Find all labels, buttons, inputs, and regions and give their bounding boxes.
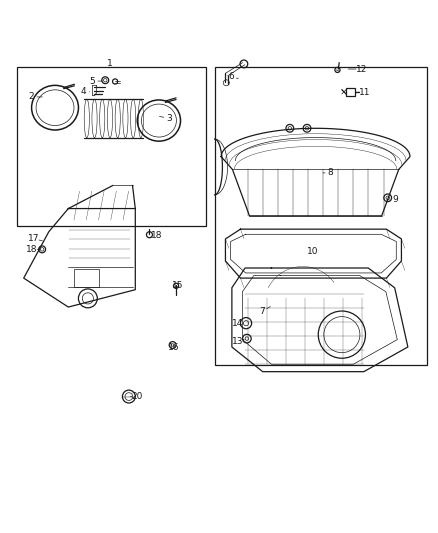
- Text: 4: 4: [81, 87, 87, 96]
- Text: 12: 12: [356, 64, 367, 74]
- Text: 3: 3: [166, 114, 172, 123]
- Text: 10: 10: [307, 247, 318, 256]
- Text: 11: 11: [359, 88, 371, 96]
- Text: 5: 5: [89, 77, 95, 86]
- Text: 9: 9: [392, 196, 398, 205]
- Text: 15: 15: [172, 281, 183, 290]
- Text: 20: 20: [132, 392, 143, 401]
- Bar: [17, 67, 206, 225]
- Bar: [215, 67, 427, 365]
- Text: 13: 13: [232, 337, 243, 346]
- Text: 2: 2: [28, 92, 34, 101]
- Text: 7: 7: [259, 307, 265, 316]
- Text: 16: 16: [168, 343, 180, 352]
- Text: 14: 14: [232, 319, 243, 328]
- Text: 18: 18: [26, 245, 37, 254]
- Text: 17: 17: [28, 234, 39, 243]
- Text: 6: 6: [228, 72, 234, 81]
- Text: 1: 1: [107, 59, 113, 68]
- Text: 8: 8: [328, 168, 333, 177]
- Text: 18: 18: [151, 231, 162, 240]
